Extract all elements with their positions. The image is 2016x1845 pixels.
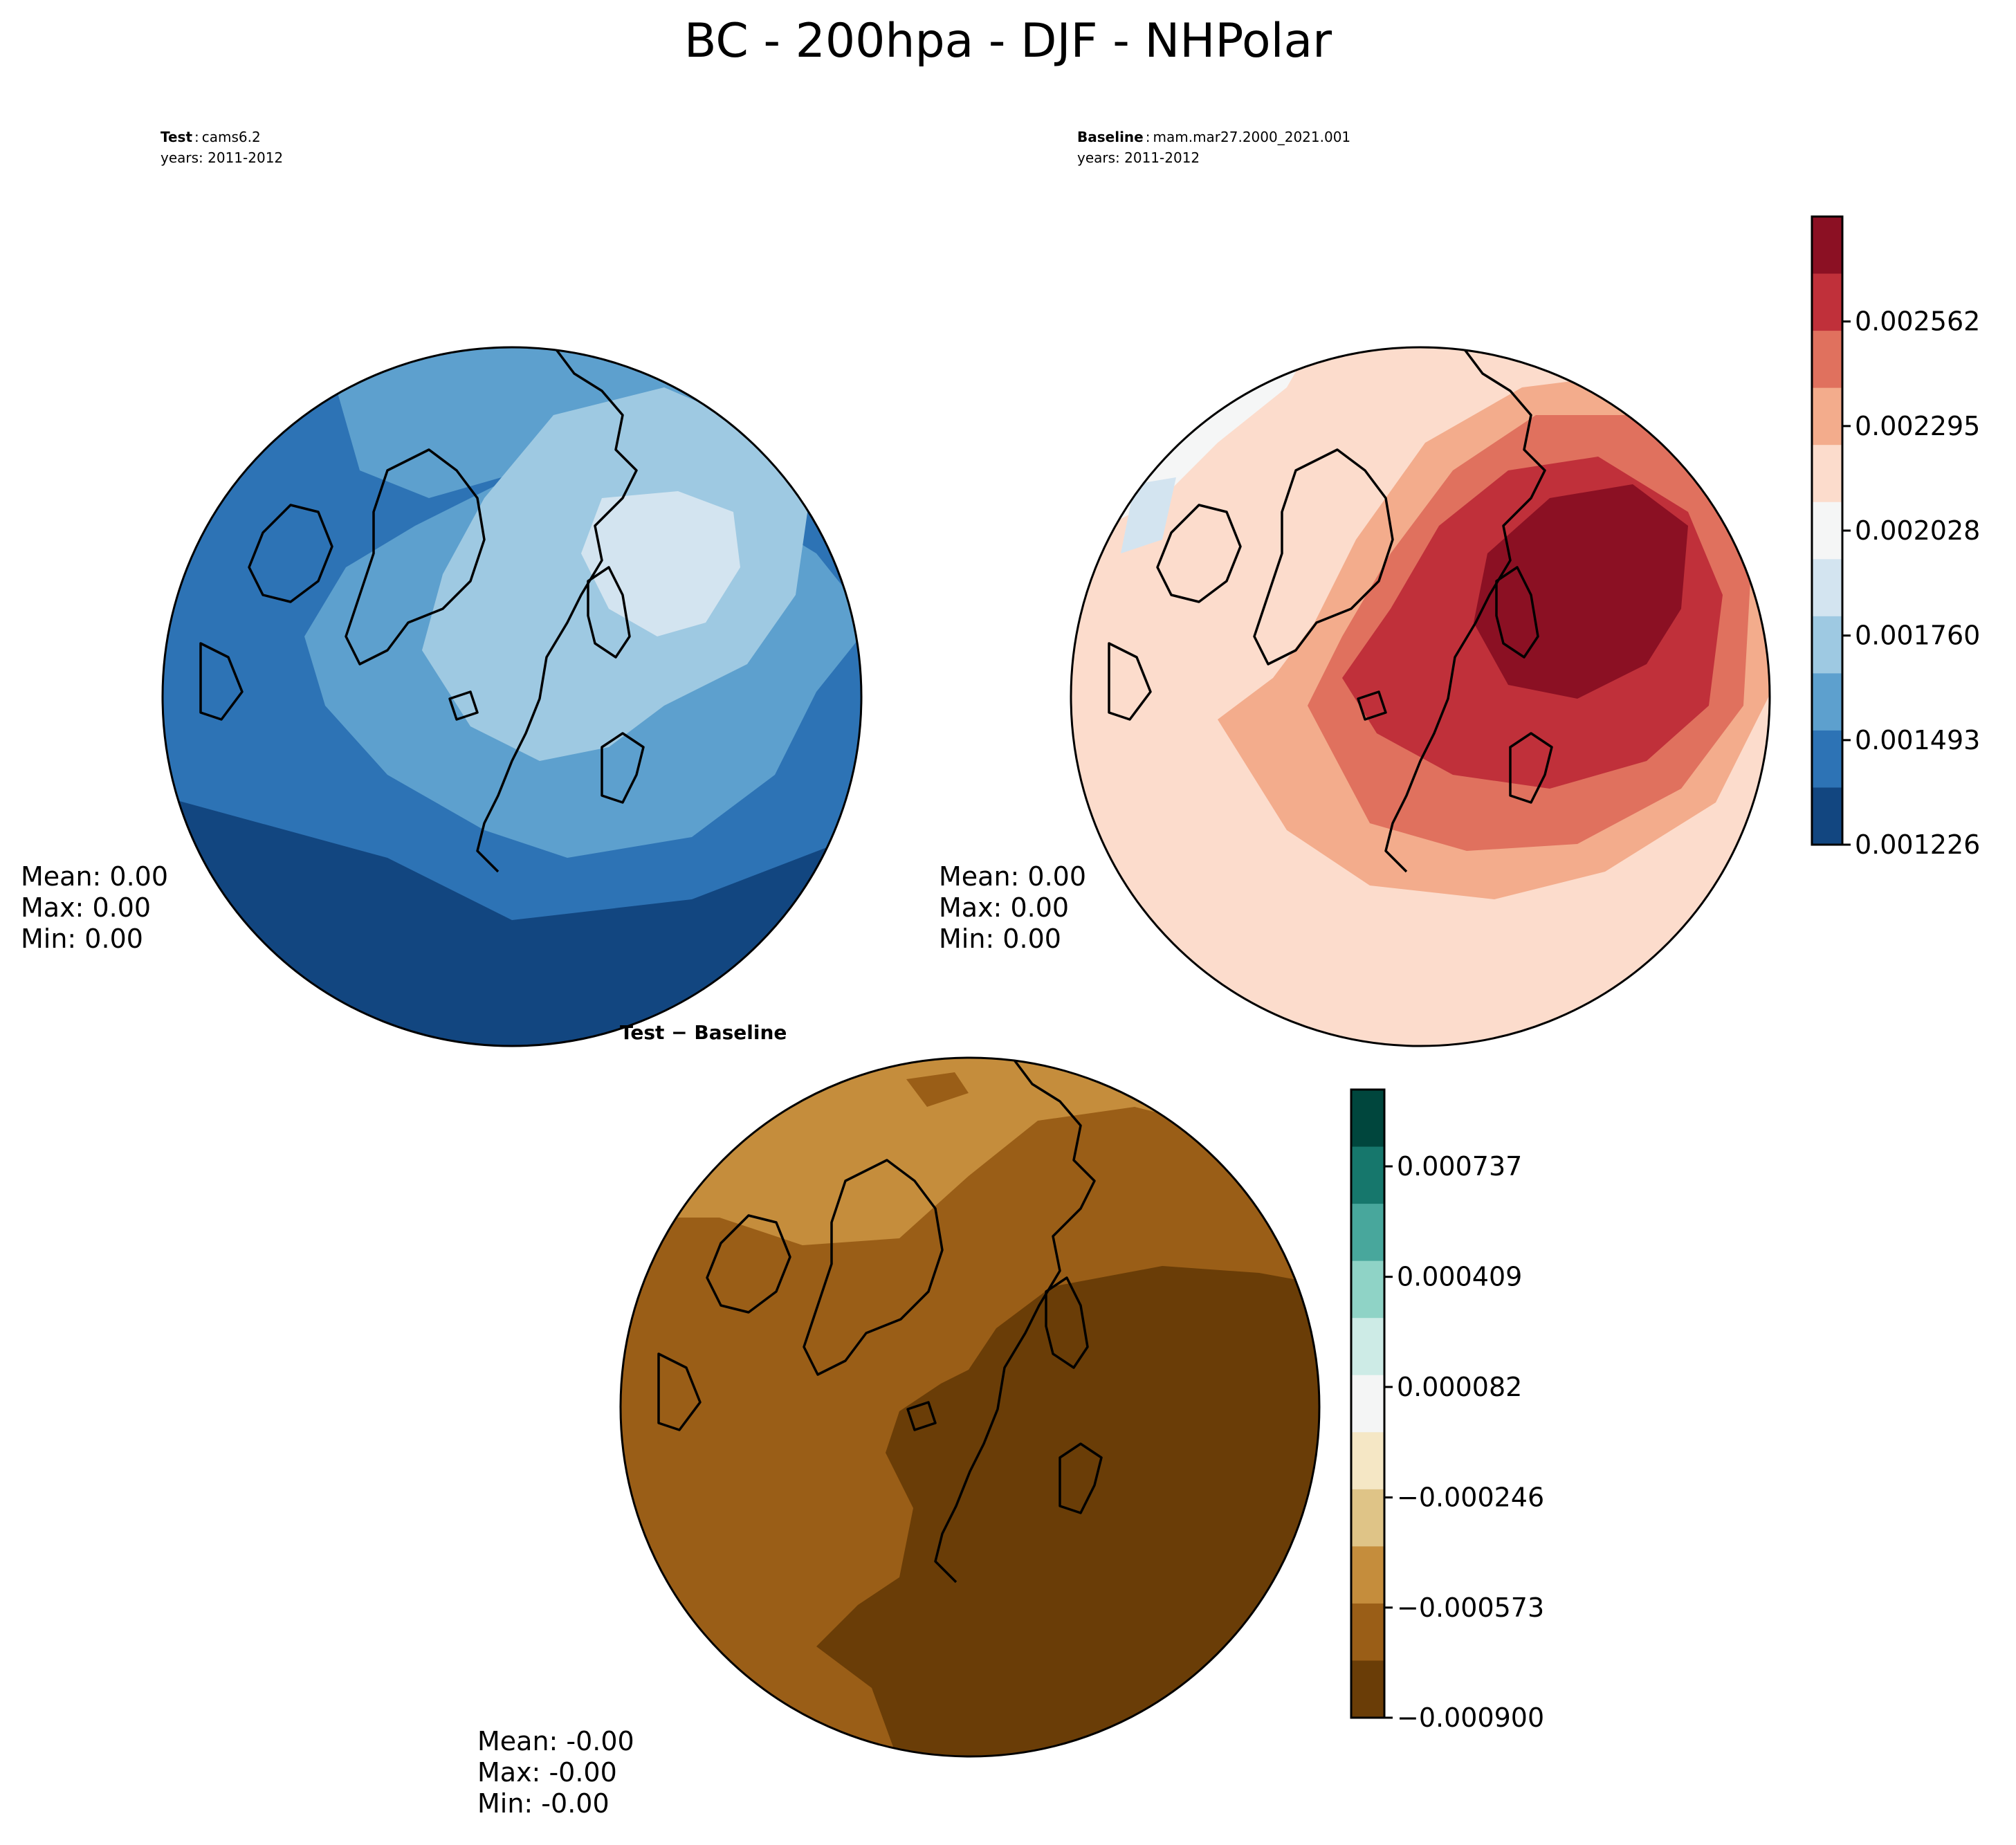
baseline-label: Baseline: mam.mar27.2000_2021.001 — [1077, 129, 1350, 145]
map-diff — [621, 1058, 1319, 1756]
colorbar-main-tick-label: 0.002562 — [1855, 306, 1980, 337]
map-test — [163, 347, 861, 1046]
diff-stat-max: Max: -0.00 — [477, 1757, 617, 1788]
colorbar-main-swatch — [1812, 217, 1842, 275]
colorbar-diff-tick-label: −0.000900 — [1397, 1702, 1544, 1733]
diff-stat-min: Min: -0.00 — [477, 1788, 610, 1819]
colorbar-main-swatch — [1812, 616, 1842, 674]
diff-title: Test − Baseline — [620, 1021, 787, 1044]
colorbar-main-tick-label: 0.001760 — [1855, 621, 1980, 651]
colorbar-diff-swatch — [1351, 1090, 1384, 1148]
panel-baseline: Baseline: mam.mar27.2000_2021.001 years: … — [939, 129, 1980, 1047]
panel-diff: Test − Baseline Mean: -0.00 Max: -0. — [477, 1021, 1544, 1819]
colorbar-diff-tick-label: 0.000409 — [1397, 1262, 1522, 1292]
test-stat-min: Min: 0.00 — [21, 924, 143, 954]
colorbar-diff-tick-label: −0.000573 — [1397, 1592, 1544, 1623]
panel-test: Test: cams6.2 years: 2011-2012 — [21, 129, 863, 1047]
colorbar-diff-swatch — [1351, 1146, 1384, 1204]
map-diff-boundary — [619, 1056, 1321, 1758]
colorbar-main-tick-label: 0.001226 — [1855, 829, 1980, 860]
map-test-boundary — [161, 346, 863, 1047]
colorbar-main-swatch — [1812, 387, 1842, 446]
figure-title: BC - 200hpa - DJF - NHPolar — [684, 14, 1332, 68]
colorbar-diff-swatch — [1351, 1260, 1384, 1319]
colorbar-main: 0.002562 0.002295 0.002028 0.001760 0.001493… — [1811, 215, 1980, 860]
colorbar-main-swatch — [1812, 273, 1842, 331]
test-stat-mean: Mean: 0.00 — [21, 861, 168, 892]
colorbar-diff: 0.000737 0.000409 0.000082 −0.000246 −0.0005… — [1350, 1088, 1544, 1733]
map-baseline-boundary — [1070, 346, 1771, 1047]
baseline-stat-max: Max: 0.00 — [939, 892, 1069, 923]
colorbar-diff-swatch — [1351, 1432, 1384, 1490]
baseline-stat-min: Min: 0.00 — [939, 924, 1061, 954]
colorbar-main-swatch — [1812, 730, 1842, 789]
colorbar-main-swatch — [1812, 445, 1842, 503]
colorbar-main-swatch — [1812, 673, 1842, 731]
colorbar-diff-swatch — [1351, 1318, 1384, 1376]
test-label: Test: cams6.2 — [161, 129, 261, 145]
colorbar-diff-swatch — [1351, 1375, 1384, 1433]
colorbar-diff-swatch — [1351, 1603, 1384, 1662]
colorbar-main-swatch — [1812, 502, 1842, 560]
test-stats: Mean: 0.00 Max: 0.00 Min: 0.00 — [21, 861, 168, 954]
test-years: years: 2011-2012 — [161, 149, 283, 166]
colorbar-diff-tick-label: 0.000082 — [1397, 1372, 1522, 1402]
colorbar-main-swatch — [1812, 559, 1842, 617]
test-stat-max: Max: 0.00 — [21, 892, 151, 923]
colorbar-main-tick-label: 0.002295 — [1855, 411, 1980, 441]
colorbar-main-swatch — [1812, 331, 1842, 389]
baseline-stats: Mean: 0.00 Max: 0.00 Min: 0.00 — [939, 861, 1086, 954]
colorbar-diff-swatch — [1351, 1204, 1384, 1262]
diff-stat-mean: Mean: -0.00 — [477, 1726, 634, 1756]
colorbar-main-tick-label: 0.001493 — [1855, 725, 1980, 755]
colorbar-diff-tick-label: −0.000246 — [1397, 1483, 1544, 1513]
colorbar-main-swatch — [1812, 787, 1842, 845]
colorbar-diff-swatch — [1351, 1546, 1384, 1604]
baseline-years: years: 2011-2012 — [1077, 149, 1200, 166]
baseline-stat-mean: Mean: 0.00 — [939, 861, 1086, 892]
diff-stats: Mean: -0.00 Max: -0.00 Min: -0.00 — [477, 1726, 634, 1819]
colorbar-diff-tick-label: 0.000737 — [1397, 1151, 1522, 1182]
map-baseline — [1071, 347, 1770, 1046]
colorbar-diff-swatch — [1351, 1660, 1384, 1718]
colorbar-main-tick-label: 0.002028 — [1855, 515, 1980, 546]
colorbar-diff-frame — [1350, 1088, 1386, 1719]
colorbar-diff-swatch — [1351, 1489, 1384, 1547]
